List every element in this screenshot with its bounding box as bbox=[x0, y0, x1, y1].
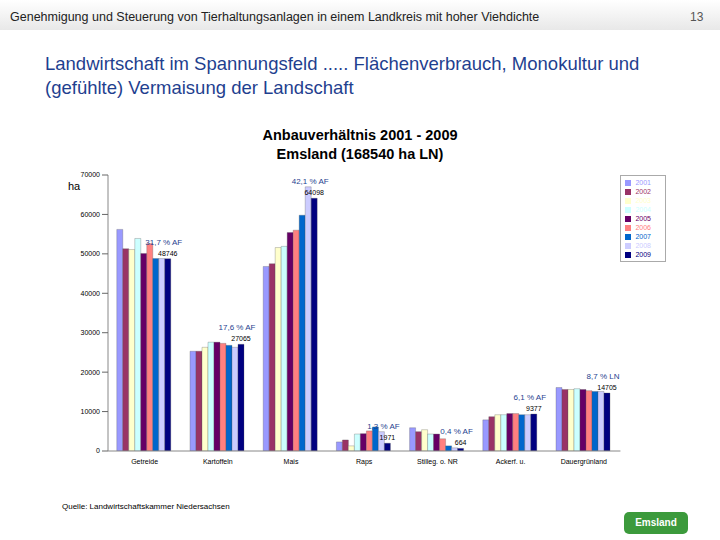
svg-text:14705: 14705 bbox=[597, 384, 617, 391]
svg-text:48746: 48746 bbox=[158, 250, 178, 257]
html-text:2005: 2005 bbox=[635, 215, 651, 222]
svg-text:50000: 50000 bbox=[81, 250, 101, 257]
html-text:Landwirtschaft im Spannungsfel: Landwirtschaft im Spannungsfeld ..... Fl… bbox=[45, 53, 640, 98]
html-text:ha: ha bbox=[68, 180, 81, 192]
svg-text:0,4 % AF: 0,4 % AF bbox=[440, 427, 473, 436]
svg-text:Stilleg. o. NR: Stilleg. o. NR bbox=[417, 458, 458, 466]
html-text:2007: 2007 bbox=[635, 233, 651, 240]
svg-text:Mais: Mais bbox=[284, 458, 299, 465]
svg-text:Kartoffeln: Kartoffeln bbox=[203, 458, 233, 465]
html-text:Anbauverhältnis 2001 - 2009: Anbauverhältnis 2001 - 2009 bbox=[262, 127, 458, 143]
svg-text:42,1 % AF: 42,1 % AF bbox=[292, 177, 329, 186]
html-text:Quelle: Landwirtschaftskammer: Quelle: Landwirtschaftskammer Niedersach… bbox=[62, 502, 230, 511]
svg-text:0: 0 bbox=[96, 447, 100, 454]
html-text:2001: 2001 bbox=[635, 179, 651, 186]
svg-text:Dauergrünland: Dauergrünland bbox=[561, 458, 607, 466]
html-text:2006: 2006 bbox=[635, 224, 651, 231]
svg-text:Getreide: Getreide bbox=[131, 458, 158, 465]
svg-text:70000: 70000 bbox=[81, 171, 101, 178]
html-text:2009: 2009 bbox=[635, 251, 651, 258]
svg-text:Raps: Raps bbox=[356, 458, 373, 466]
svg-text:30000: 30000 bbox=[81, 329, 101, 336]
html-text:Genehmigung und Steuerung von: Genehmigung und Steuerung von Tierhaltun… bbox=[10, 10, 540, 24]
svg-text:9377: 9377 bbox=[526, 405, 542, 412]
svg-text:1,3 % AF: 1,3 % AF bbox=[367, 422, 400, 431]
svg-text:20000: 20000 bbox=[81, 369, 101, 376]
svg-text:40000: 40000 bbox=[81, 290, 101, 297]
svg-text:664: 664 bbox=[455, 439, 467, 446]
html-text:13: 13 bbox=[690, 10, 704, 24]
svg-text:60000: 60000 bbox=[81, 211, 101, 218]
svg-text:Ackerf. u.: Ackerf. u. bbox=[496, 458, 526, 465]
svg-text:64098: 64098 bbox=[304, 189, 324, 196]
svg-text:1971: 1971 bbox=[380, 434, 396, 441]
html-text:2003: 2003 bbox=[635, 197, 651, 204]
svg-text:27065: 27065 bbox=[231, 335, 251, 342]
svg-text:17,6 % AF: 17,6 % AF bbox=[219, 323, 256, 332]
svg-text:8,7 % LN: 8,7 % LN bbox=[587, 372, 620, 381]
html-text:2008: 2008 bbox=[635, 242, 651, 249]
html-text:2002: 2002 bbox=[635, 188, 651, 195]
html-text:2004: 2004 bbox=[635, 206, 651, 213]
html-text:Emsland (168540 ha LN): Emsland (168540 ha LN) bbox=[276, 146, 444, 162]
svg-text:31,7 % AF: 31,7 % AF bbox=[145, 238, 182, 247]
svg-text:6,1 % AF: 6,1 % AF bbox=[514, 393, 547, 402]
svg-text:10000: 10000 bbox=[81, 408, 101, 415]
html-text:Emsland: Emsland bbox=[635, 517, 677, 528]
